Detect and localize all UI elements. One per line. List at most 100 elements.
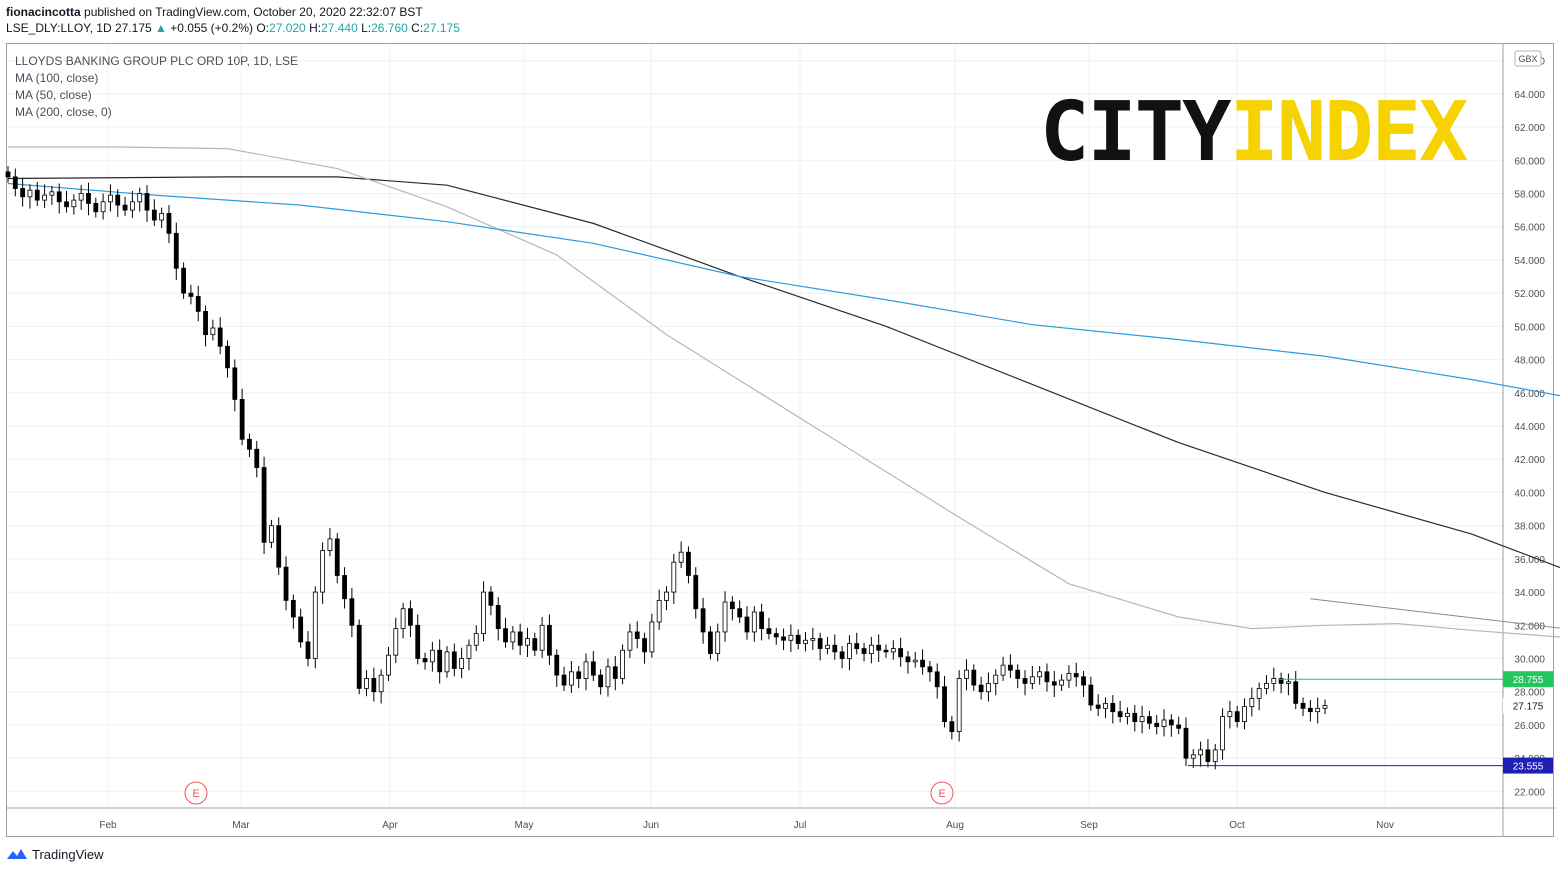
candle-body[interactable] (451, 651, 457, 669)
candle-body[interactable] (371, 678, 377, 693)
candle-body[interactable] (817, 638, 823, 649)
candle-body[interactable] (386, 654, 391, 676)
candle-body[interactable] (854, 643, 860, 649)
candle-body[interactable] (1168, 719, 1174, 726)
candle-body[interactable] (261, 467, 267, 543)
price-label-box[interactable] (1503, 757, 1553, 774)
candle-body[interactable] (715, 631, 721, 654)
candle-body[interactable] (605, 666, 611, 688)
candle-body[interactable] (78, 193, 84, 201)
candle-body[interactable] (437, 649, 443, 673)
candle-body[interactable] (71, 199, 77, 208)
candle-body[interactable] (1161, 719, 1167, 728)
candle-body[interactable] (576, 671, 582, 679)
candle-body[interactable] (429, 649, 435, 663)
candle-body[interactable] (868, 644, 874, 654)
candle-body[interactable] (422, 658, 428, 663)
candle-body[interactable] (181, 267, 187, 294)
candle-body[interactable] (495, 604, 501, 630)
candle-body[interactable] (1088, 684, 1094, 706)
candle-body[interactable] (488, 591, 494, 606)
candle-body[interactable] (1117, 711, 1123, 718)
candle-body[interactable] (964, 669, 969, 679)
candle-body[interactable] (137, 193, 143, 203)
candle-body[interactable] (547, 624, 552, 656)
candle-body[interactable] (525, 638, 530, 646)
candle-body[interactable] (1307, 707, 1313, 713)
candle-body[interactable] (912, 659, 918, 663)
candle-body[interactable] (627, 631, 633, 651)
candle-body[interactable] (1198, 749, 1204, 756)
candle-body[interactable] (664, 591, 669, 601)
candle-body[interactable] (356, 624, 362, 689)
candle-body[interactable] (1300, 702, 1306, 709)
legend-ma200[interactable]: MA (200, close, 0) (15, 105, 112, 119)
candle-body[interactable] (583, 661, 589, 679)
candle-body[interactable] (898, 648, 904, 658)
candle-body[interactable] (978, 684, 984, 693)
candle-body[interactable] (825, 644, 830, 649)
candle-body[interactable] (364, 678, 369, 689)
candle-body[interactable] (568, 671, 574, 686)
candle-body[interactable] (1278, 678, 1284, 684)
candle-body[interactable] (1227, 711, 1233, 718)
tradingview-brand[interactable]: TradingView (6, 846, 104, 862)
candle-body[interactable] (971, 669, 977, 686)
candle-body[interactable] (1264, 683, 1269, 689)
candle-body[interactable] (795, 634, 801, 644)
candle-body[interactable] (993, 674, 999, 684)
candle-body[interactable] (173, 232, 179, 269)
candle-body[interactable] (100, 201, 106, 213)
candle-body[interactable] (986, 683, 991, 693)
candle-body[interactable] (803, 639, 808, 644)
candle-body[interactable] (144, 193, 150, 211)
candle-body[interactable] (832, 644, 838, 653)
chart-frame[interactable] (6, 43, 1554, 837)
candle-body[interactable] (415, 624, 421, 659)
candle-body[interactable] (722, 601, 728, 633)
candle-body[interactable] (510, 631, 516, 643)
candle-body[interactable] (737, 608, 743, 618)
candle-body[interactable] (693, 575, 699, 610)
candle-body[interactable] (1242, 706, 1247, 723)
candle-body[interactable] (298, 616, 304, 643)
ma-line[interactable] (7, 176, 1560, 677)
candle-body[interactable] (671, 561, 677, 593)
candle-body[interactable] (159, 213, 165, 221)
candle-body[interactable] (49, 191, 55, 196)
candle-body[interactable] (254, 448, 260, 468)
candle-body[interactable] (942, 686, 947, 723)
candle-body[interactable] (1037, 671, 1043, 678)
candle-body[interactable] (378, 674, 384, 693)
candle-body[interactable] (27, 189, 33, 198)
candle-body[interactable] (108, 194, 113, 203)
candle-body[interactable] (312, 591, 318, 659)
candle-body[interactable] (934, 671, 940, 688)
candle-body[interactable] (554, 654, 560, 676)
candle-body[interactable] (539, 624, 545, 651)
candle-body[interactable] (1125, 712, 1130, 718)
candle-body[interactable] (656, 599, 662, 623)
candle-body[interactable] (876, 644, 882, 651)
candle-body[interactable] (1205, 749, 1211, 762)
candle-body[interactable] (1249, 697, 1255, 708)
earnings-marker[interactable] (930, 781, 954, 805)
candle-body[interactable] (64, 201, 69, 208)
candle-body[interactable] (481, 591, 486, 635)
candle-body[interactable] (1110, 702, 1116, 713)
candle-body[interactable] (686, 551, 691, 576)
candle-body[interactable] (781, 636, 786, 641)
candle-body[interactable] (400, 608, 406, 630)
candle-body[interactable] (1022, 678, 1028, 684)
candle-body[interactable] (188, 292, 194, 297)
candle-body[interactable] (210, 327, 216, 336)
publisher-name[interactable]: fionacincotta (6, 5, 81, 19)
candle-body[interactable] (1271, 678, 1277, 684)
price-label-box[interactable] (1503, 697, 1553, 714)
candle-body[interactable] (766, 628, 772, 635)
candle-body[interactable] (166, 213, 172, 234)
candle-body[interactable] (459, 658, 465, 669)
candle-body[interactable] (56, 191, 62, 203)
candle-body[interactable] (1051, 681, 1057, 686)
